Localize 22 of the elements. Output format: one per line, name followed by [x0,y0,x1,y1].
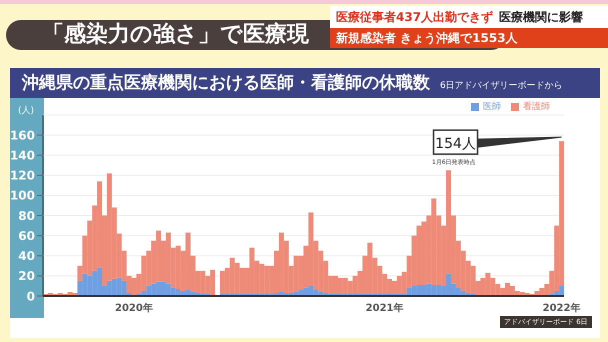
y-tick-label: 60 [18,228,35,243]
text: 「感染力の強さ」で医療現 [42,22,309,47]
y-tick-label: 100 [10,188,35,203]
y-tick-label: 20 [18,269,35,284]
annotation: 154人 [435,136,476,152]
x-tick-label: 2021年 [366,302,404,314]
legend-label: 看護師 [523,102,550,112]
chart-subtitle: 6日アドバイザリーボードから [440,80,563,92]
text: 医療従事者437人出勤できず [335,8,494,26]
x-tick-label: 2020年 [115,302,153,314]
y-tick-label: 0 [26,289,35,304]
y-tick-label: 120 [10,168,35,183]
y-tick-label: 160 [10,128,35,142]
legend-label: 医師 [483,102,501,112]
x-tick-label: 2022年 [542,302,580,314]
chart-title: 沖縄県の重点医療機関における医師・看護師の休職数 [22,72,430,95]
text: 新規感染者 きょう沖縄で1553人 [330,28,608,48]
y-tick-label: 140 [10,148,35,162]
y-axis-title: (人) [18,104,34,117]
y-tick-label: 40 [18,249,35,264]
y-tick-label: 80 [18,208,35,223]
text: 医療機関に影響 [499,8,584,26]
